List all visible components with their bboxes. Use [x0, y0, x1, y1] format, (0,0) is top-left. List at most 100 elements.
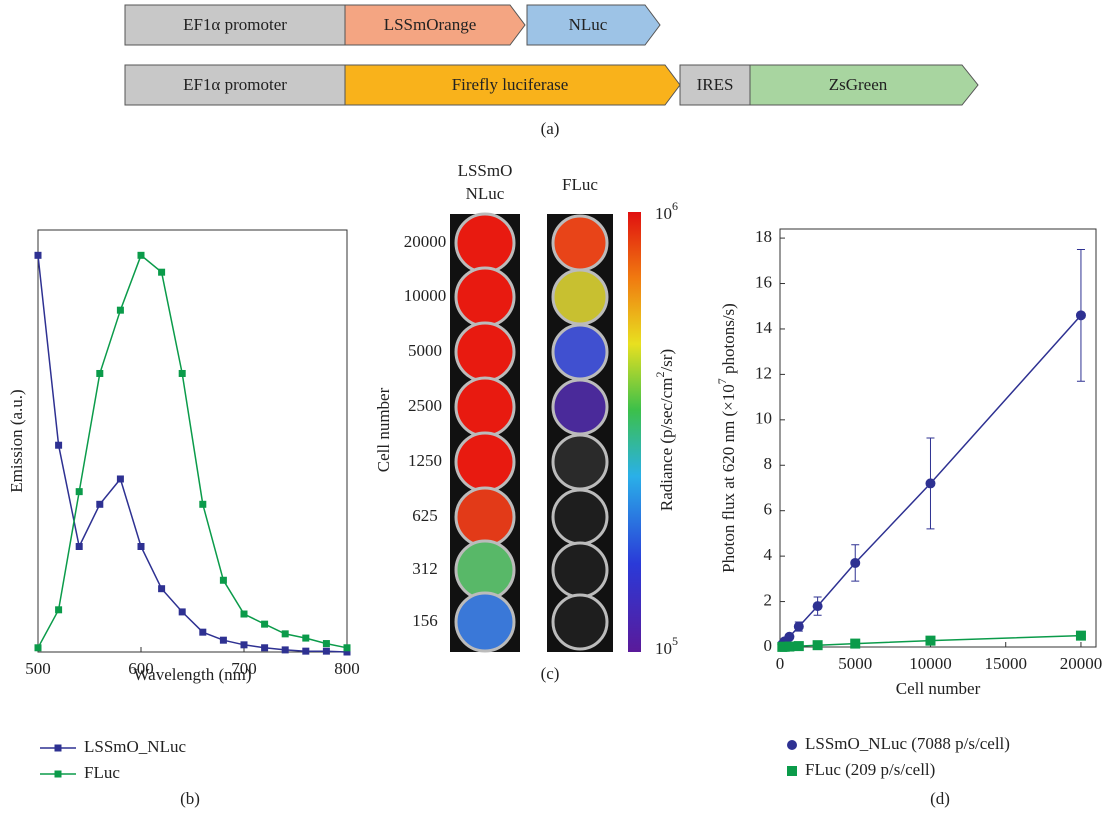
- marker: [220, 637, 227, 644]
- marker: [199, 501, 206, 508]
- colorbar-top-label: 106: [655, 199, 678, 223]
- marker: [241, 611, 248, 618]
- legend-marker: [55, 745, 62, 752]
- well: [553, 216, 607, 270]
- marker: [282, 630, 289, 637]
- marker: [813, 601, 823, 611]
- marker: [241, 641, 248, 648]
- legend-label: FLuc (209 p/s/cell): [805, 760, 935, 779]
- marker: [179, 370, 186, 377]
- part-label: Firefly luciferase: [452, 75, 569, 94]
- x-tick-label: 15000: [984, 654, 1027, 673]
- well: [456, 593, 514, 651]
- x-tick-label: 0: [776, 654, 785, 673]
- exponent: 5: [672, 634, 678, 648]
- legend-marker: [787, 766, 797, 776]
- marker: [76, 488, 83, 495]
- text: Photon flux at 620 nm (×10: [719, 384, 738, 573]
- row-label: 1250: [408, 451, 442, 470]
- text: Radiance (p/sec/cm: [657, 378, 676, 512]
- y-tick-label: 10: [755, 409, 772, 428]
- marker: [117, 307, 124, 314]
- marker: [794, 641, 804, 651]
- y-tick-label: 8: [764, 454, 773, 473]
- legend-label: LSSmO_NLuc: [84, 737, 186, 756]
- x-tick-label: 10000: [909, 654, 952, 673]
- exponent: 6: [672, 199, 678, 213]
- panel-label: (d): [930, 789, 950, 808]
- y-tick-label: 18: [755, 227, 772, 246]
- marker: [96, 501, 103, 508]
- marker: [1076, 631, 1086, 641]
- text: /sr): [657, 349, 676, 372]
- marker: [302, 635, 309, 642]
- part-label: IRES: [697, 75, 734, 94]
- marker: [323, 640, 330, 647]
- part-label: LSSmOrange: [384, 15, 477, 34]
- marker: [55, 606, 62, 613]
- marker: [138, 543, 145, 550]
- x-tick-label: 500: [25, 659, 51, 678]
- well: [456, 323, 514, 381]
- well: [456, 488, 514, 546]
- well: [456, 268, 514, 326]
- x-tick-label: 20000: [1060, 654, 1103, 673]
- legend-marker: [787, 740, 797, 750]
- x-axis-label: Wavelength (nm): [133, 665, 251, 684]
- well: [456, 541, 514, 599]
- x-tick-label: 800: [334, 659, 360, 678]
- panel-label: (b): [180, 789, 200, 808]
- marker: [813, 640, 823, 650]
- marker: [96, 370, 103, 377]
- y-tick-label: 0: [764, 636, 773, 655]
- y-tick-label: 14: [755, 318, 773, 337]
- well: [553, 325, 607, 379]
- marker: [925, 478, 935, 488]
- marker: [323, 648, 330, 655]
- marker: [138, 252, 145, 259]
- well: [456, 433, 514, 491]
- column-title: FLuc: [562, 175, 598, 194]
- series-line: [38, 255, 347, 648]
- well: [553, 435, 607, 489]
- marker: [55, 442, 62, 449]
- marker: [282, 646, 289, 653]
- figure: EF1α promoter LSSmOrange NLuc EF1α promo…: [0, 0, 1103, 816]
- marker: [925, 636, 935, 646]
- marker: [35, 644, 42, 651]
- part-label: NLuc: [569, 15, 608, 34]
- marker: [158, 585, 165, 592]
- column-title: NLuc: [466, 184, 505, 203]
- panel-label: (c): [541, 664, 560, 683]
- y-tick-label: 6: [764, 500, 773, 519]
- well: [553, 490, 607, 544]
- marker: [179, 608, 186, 615]
- y-tick-label: 12: [755, 363, 772, 382]
- y-axis-label: Emission (a.u.): [7, 389, 26, 492]
- imaging-panel: LSSmO NLuc FLuc Cell number 106 105 Radi…: [374, 161, 678, 683]
- row-label: 625: [412, 506, 438, 525]
- row-label: 20000: [404, 232, 447, 251]
- legend-marker: [55, 771, 62, 778]
- marker: [199, 629, 206, 636]
- text: photons/s): [719, 303, 738, 378]
- marker: [220, 577, 227, 584]
- marker: [344, 644, 351, 651]
- row-label: 156: [412, 611, 438, 630]
- marker: [76, 543, 83, 550]
- marker: [794, 622, 804, 632]
- axis-label: Cell number: [374, 387, 393, 472]
- marker: [302, 648, 309, 655]
- marker: [850, 639, 860, 649]
- y-axis-label: Photon flux at 620 nm (×107 photons/s): [715, 303, 738, 573]
- marker: [1076, 310, 1086, 320]
- well: [553, 543, 607, 597]
- marker: [35, 252, 42, 259]
- y-tick-label: 2: [764, 590, 773, 609]
- part-label: EF1α promoter: [183, 75, 287, 94]
- well: [553, 595, 607, 649]
- marker: [261, 644, 268, 651]
- colorbar: [628, 212, 641, 652]
- x-tick-label: 5000: [838, 654, 872, 673]
- y-tick-label: 4: [764, 545, 773, 564]
